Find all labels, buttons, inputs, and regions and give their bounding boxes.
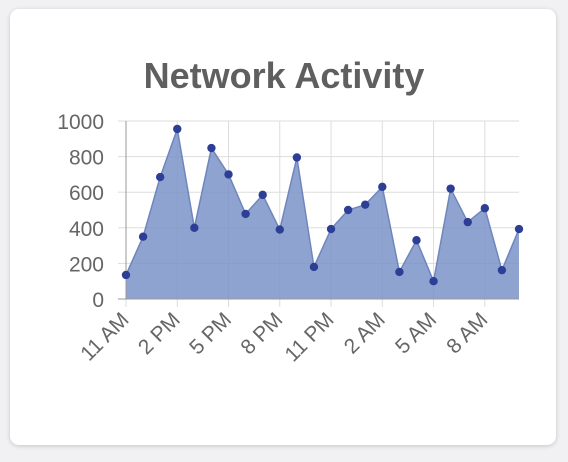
chart-title: Network Activity	[144, 55, 425, 96]
y-tick-label: 200	[69, 253, 104, 276]
area-layer	[125, 126, 520, 299]
data-point	[446, 184, 455, 193]
data-point	[463, 217, 472, 227]
point-layer	[121, 124, 524, 286]
data-point	[138, 232, 148, 241]
data-point	[514, 224, 524, 234]
data-point	[326, 224, 336, 234]
y-tick-labels: 0 200 400 600 800 1000	[57, 111, 104, 312]
data-point	[207, 143, 216, 153]
x-tick-label: 8 AM	[442, 308, 492, 358]
data-point	[275, 225, 284, 234]
y-tick-label: 1000	[57, 111, 104, 134]
data-point	[292, 153, 302, 162]
data-point	[412, 236, 421, 245]
x-tick-label: 11 PM	[280, 308, 338, 366]
data-point	[121, 270, 131, 280]
x-tick-label: 2 AM	[340, 308, 390, 358]
y-tick-label: 600	[69, 182, 104, 205]
y-tick-label: 400	[69, 218, 104, 241]
series-line	[125, 126, 520, 284]
data-point	[429, 277, 438, 286]
series-area	[126, 129, 519, 299]
x-tick-label: 5 PM	[185, 308, 236, 359]
data-point	[497, 265, 507, 275]
data-point	[395, 267, 404, 277]
data-point	[378, 182, 387, 192]
data-point	[224, 170, 233, 179]
y-tick-label: 800	[69, 147, 104, 170]
y-tick-label: 0	[92, 289, 104, 312]
data-point	[258, 190, 267, 200]
axis-layer	[118, 121, 519, 300]
data-point	[241, 209, 250, 219]
data-point	[155, 172, 165, 182]
x-tick-label: 5 AM	[391, 308, 441, 358]
data-point	[309, 262, 319, 272]
x-tick-label: 2 PM	[134, 308, 185, 359]
data-point	[190, 223, 199, 232]
x-tick-label: 8 PM	[236, 308, 287, 359]
x-tick-label: 11 AM	[76, 308, 133, 365]
data-point	[343, 205, 353, 215]
data-point	[361, 200, 370, 209]
data-point	[173, 124, 182, 134]
data-point	[480, 204, 490, 213]
